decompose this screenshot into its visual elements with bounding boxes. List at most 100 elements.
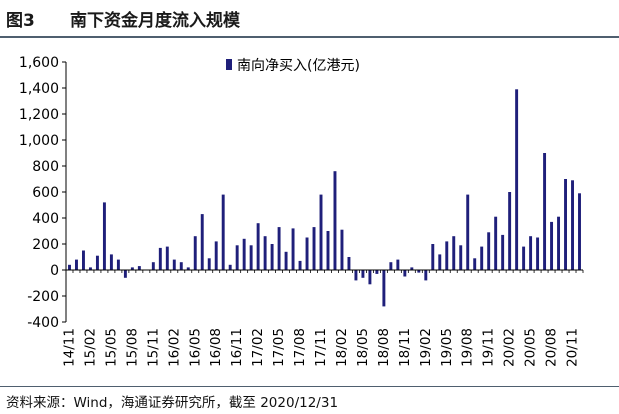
x-tick-label: 18/11: [397, 328, 413, 367]
bar: [361, 270, 365, 278]
x-tick-label: 16/08: [208, 328, 224, 367]
bar: [494, 216, 498, 270]
legend-swatch: [226, 59, 232, 70]
bar: [284, 251, 288, 270]
bar: [137, 266, 141, 270]
bar: [82, 250, 85, 270]
x-tick-label: 17/02: [250, 328, 266, 367]
source-note-bar: 资料来源：Wind，海通证券研究所，截至 2020/12/31: [0, 386, 619, 414]
bar: [68, 264, 71, 270]
bar: [158, 247, 162, 270]
x-tick-label: 20/02: [502, 328, 518, 367]
bar: [88, 267, 92, 270]
x-tick-label: 19/08: [460, 328, 476, 367]
x-tick-label: 20/11: [565, 328, 581, 367]
y-tick-label: 400: [32, 211, 59, 227]
bar: [382, 270, 386, 307]
bar: [95, 255, 99, 270]
bar: [130, 267, 134, 270]
bar: [116, 259, 120, 270]
bar: [578, 193, 581, 270]
bar: [473, 258, 477, 270]
bar: [193, 236, 197, 270]
bar: [452, 236, 456, 270]
figure-title-bar: 图3 南下资金月度流入规模: [0, 0, 619, 38]
bar: [186, 267, 190, 270]
bar: [228, 264, 232, 270]
y-tick-label: 1,600: [19, 55, 59, 71]
bar: [291, 228, 295, 270]
y-tick-label: 600: [32, 185, 59, 201]
bar: [235, 245, 239, 270]
bar: [298, 260, 302, 270]
x-axis: 14/11 15/02 15/05 15/08 15/11 16/02 16/05 16/08…: [61, 269, 584, 367]
bar: [263, 236, 267, 270]
bar: [256, 223, 260, 270]
bar: [200, 214, 204, 270]
bar: [487, 232, 491, 270]
bar: [75, 259, 78, 270]
x-tick-label: 15/11: [145, 328, 161, 367]
bar: [445, 241, 449, 270]
x-tick-label: 18/05: [355, 328, 371, 367]
bar: [417, 270, 421, 273]
bar: [438, 254, 442, 270]
bar: [501, 234, 505, 270]
bar: [242, 238, 246, 270]
x-tick-label: 17/05: [271, 328, 287, 367]
bar: [179, 262, 183, 270]
legend: 南向净买入(亿港元): [226, 58, 360, 74]
bar: [403, 270, 407, 277]
y-tick-label: 1,200: [19, 107, 59, 123]
bar: [270, 244, 274, 270]
bar: [459, 245, 463, 270]
figure-number: 图3: [6, 11, 35, 31]
bar: [249, 245, 253, 270]
bar: [354, 270, 358, 281]
x-tick-label: 18/08: [376, 328, 392, 367]
y-axis: -400 -200 0 200 400 600 800 1,000 1,200 1,400 1,60…: [19, 55, 67, 331]
bar: [410, 267, 414, 270]
y-tick-label: -200: [27, 289, 59, 305]
bar: [277, 227, 281, 270]
bar: [564, 179, 567, 270]
bar: [347, 257, 351, 270]
x-tick-label: 16/02: [166, 328, 182, 367]
bar: [172, 259, 176, 270]
bar: [389, 262, 393, 270]
bar: [466, 194, 470, 270]
x-tick-label: 19/05: [439, 328, 455, 367]
x-tick-label: 16/11: [229, 328, 245, 367]
bar: [165, 246, 169, 270]
bar: [431, 244, 435, 270]
y-tick-label: 800: [32, 159, 59, 175]
bar: [557, 216, 561, 270]
bar-series: [68, 89, 581, 307]
bar: [123, 270, 127, 278]
x-tick-label: 17/08: [292, 328, 308, 367]
x-tick-label: 15/05: [103, 328, 119, 367]
x-tick-label: 16/05: [187, 328, 203, 367]
x-tick-label: 19/11: [481, 328, 497, 367]
bar: [543, 153, 547, 270]
bar: [368, 270, 372, 285]
bar: [333, 171, 337, 270]
bar: [305, 237, 309, 270]
bar: [102, 202, 106, 270]
x-tick-label: 15/02: [82, 328, 98, 367]
bar: [424, 270, 428, 281]
bar: [536, 237, 540, 270]
bar: [319, 194, 323, 270]
bar: [214, 241, 218, 270]
y-tick-label: 200: [32, 237, 59, 253]
legend-label: 南向净买入(亿港元): [237, 58, 360, 74]
bar: [375, 270, 379, 274]
x-tick-label: 14/11: [61, 328, 77, 367]
bar: [326, 231, 330, 270]
x-tick-label: 17/11: [313, 328, 329, 367]
y-tick-label: 1,400: [19, 81, 59, 97]
bar: [515, 89, 519, 270]
bar: [340, 229, 344, 270]
bar: [522, 246, 526, 270]
y-tick-label: 0: [50, 263, 59, 279]
